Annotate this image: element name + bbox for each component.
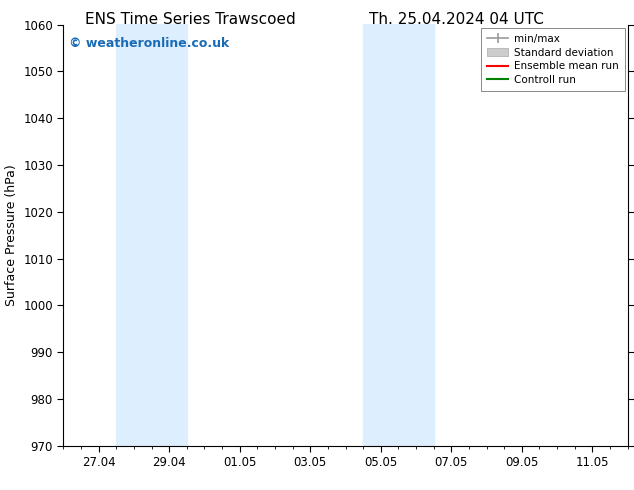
Text: ENS Time Series Trawscoed: ENS Time Series Trawscoed bbox=[85, 12, 295, 27]
Legend: min/max, Standard deviation, Ensemble mean run, Controll run: min/max, Standard deviation, Ensemble me… bbox=[481, 27, 624, 91]
Text: © weatheronline.co.uk: © weatheronline.co.uk bbox=[69, 37, 230, 50]
Bar bbox=[363, 24, 434, 446]
Text: Th. 25.04.2024 04 UTC: Th. 25.04.2024 04 UTC bbox=[369, 12, 544, 27]
Y-axis label: Surface Pressure (hPa): Surface Pressure (hPa) bbox=[4, 164, 18, 306]
Bar bbox=[116, 24, 187, 446]
